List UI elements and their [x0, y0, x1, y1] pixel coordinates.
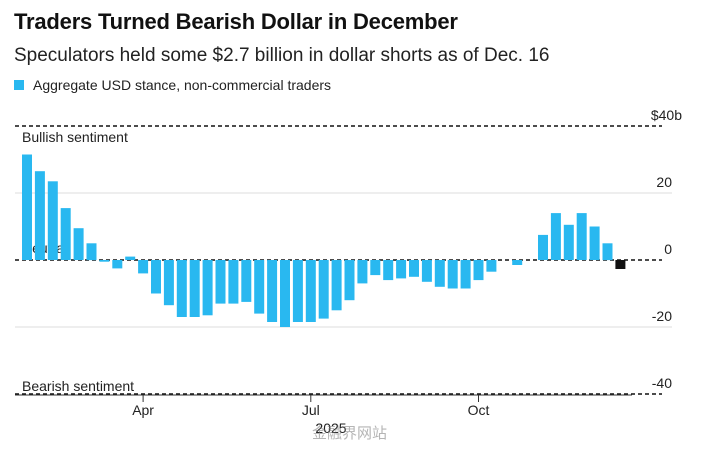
bar-latest	[615, 260, 626, 269]
chart-subtitle: Speculators held some $2.7 billion in do…	[14, 45, 550, 66]
bar	[86, 243, 97, 261]
x-tick-label-Jul: Jul	[302, 402, 320, 418]
bar	[292, 260, 303, 322]
bar	[550, 213, 561, 260]
bar	[512, 260, 523, 265]
bar	[267, 260, 278, 322]
y-tick-label--40: -40	[652, 375, 672, 391]
legend-swatch	[14, 80, 24, 90]
y-tick-label-0: 0	[664, 241, 672, 257]
bar	[409, 260, 419, 277]
bar	[112, 260, 123, 269]
bar	[189, 260, 200, 317]
y-unit-label: $40b	[651, 107, 682, 123]
bar	[280, 260, 290, 327]
bar	[305, 260, 316, 322]
chart-title: Traders Turned Bearish Dollar in Decembe…	[14, 9, 458, 34]
bar	[331, 260, 342, 311]
annotation-bullish: Bullish sentiment	[22, 129, 128, 145]
bar	[202, 260, 213, 316]
y-tick-label--20: -20	[652, 308, 672, 324]
bar	[254, 260, 265, 314]
bar	[99, 260, 110, 262]
bar	[447, 260, 458, 289]
bar	[60, 208, 71, 260]
bar	[47, 181, 58, 260]
bar	[602, 243, 613, 261]
x-tick-label-Oct: Oct	[468, 402, 490, 418]
watermark: 金融界网站	[312, 424, 388, 442]
bar	[370, 260, 381, 276]
bar	[215, 260, 226, 304]
bar	[125, 256, 136, 260]
bar	[589, 226, 600, 260]
bar	[563, 224, 574, 260]
bar	[576, 213, 587, 260]
bar	[73, 228, 84, 260]
bar	[421, 260, 432, 282]
y-tick-label-20: 20	[656, 174, 672, 190]
bar	[34, 171, 45, 260]
bar	[473, 260, 484, 281]
annotation-bearish: Bearish sentiment	[22, 378, 134, 394]
bar	[22, 154, 32, 260]
legend: Aggregate USD stance, non-commercial tra…	[14, 77, 331, 93]
bar	[396, 260, 407, 279]
bar	[538, 234, 548, 260]
bar	[383, 260, 394, 281]
bar	[357, 260, 368, 284]
x-axis-year-label: 2025	[315, 420, 346, 436]
bar	[163, 260, 174, 306]
bar	[344, 260, 355, 301]
legend-label: Aggregate USD stance, non-commercial tra…	[33, 77, 332, 93]
bar	[460, 260, 471, 289]
bar	[151, 260, 161, 294]
bar	[318, 260, 329, 319]
bar	[241, 260, 252, 302]
bar	[138, 260, 149, 274]
x-tick-label-Apr: Apr	[132, 402, 154, 418]
bar	[176, 260, 187, 317]
bar	[486, 260, 497, 272]
bar	[228, 260, 239, 304]
bar	[434, 260, 445, 287]
